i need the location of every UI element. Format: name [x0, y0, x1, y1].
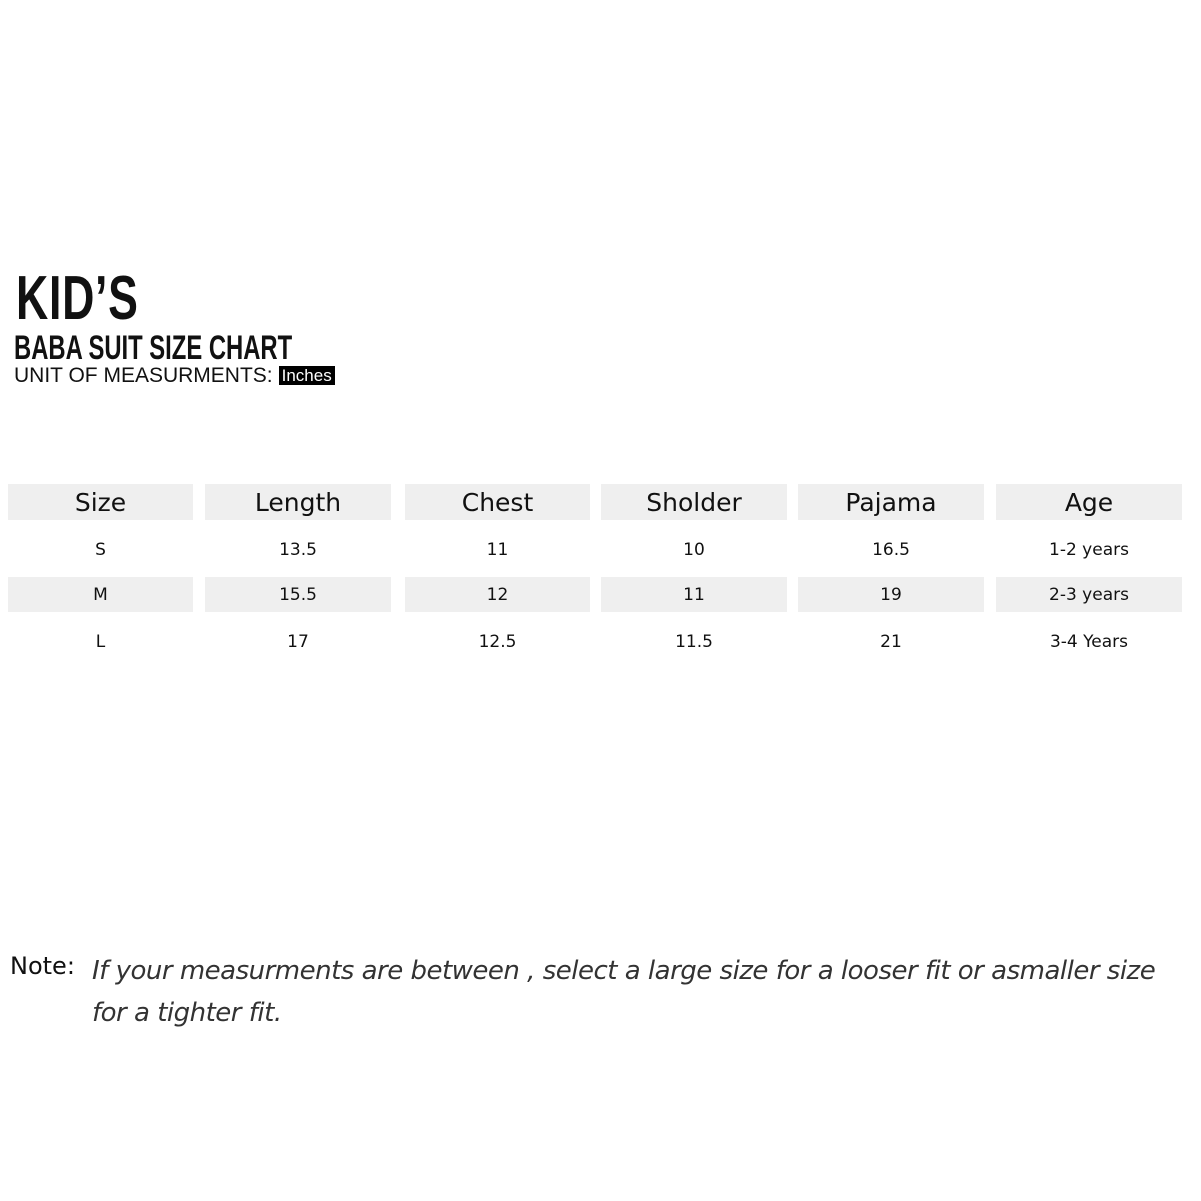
unit-badge: Inches — [278, 366, 335, 385]
table-cell: S — [95, 540, 106, 560]
table-cell: 13.5 — [279, 540, 317, 560]
table-cell: 16.5 — [872, 540, 910, 560]
column-header: Sholder — [601, 484, 787, 520]
chart-subtitle: BABA SUIT SIZE CHART — [14, 329, 293, 367]
note-text: If your measurments are between , select… — [92, 956, 1156, 1028]
table-cell: 12.5 — [478, 632, 517, 652]
note-label: Note: — [10, 952, 75, 980]
table-cell: 11 — [601, 577, 787, 612]
column-header: Size — [8, 484, 193, 520]
table-cell: 12 — [405, 577, 590, 612]
table-cell: 17 — [287, 632, 309, 652]
column-header: Length — [205, 484, 391, 520]
unit-label: UNIT OF MEASURMENTS: — [14, 364, 273, 387]
table-cell: 11.5 — [675, 632, 713, 652]
column-header: Age — [996, 484, 1182, 520]
table-cell: L — [95, 632, 106, 652]
column-header: Chest — [405, 484, 590, 520]
unit-of-measurement: UNIT OF MEASURMENTS: Inches — [14, 365, 335, 386]
table-cell: M — [8, 577, 193, 612]
table-cell: 11 — [486, 540, 509, 560]
table-cell: 2-3 years — [996, 577, 1182, 612]
table-cell: 19 — [798, 577, 984, 612]
chart-title: KID’S — [16, 264, 139, 333]
table-cell: 3-4 Years — [1049, 632, 1129, 652]
table-cell: 1-2 years — [1049, 540, 1129, 560]
table-cell: 10 — [683, 540, 705, 560]
column-header: Pajama — [798, 484, 984, 520]
table-cell: 15.5 — [205, 577, 391, 612]
table-cell: 21 — [880, 632, 902, 652]
